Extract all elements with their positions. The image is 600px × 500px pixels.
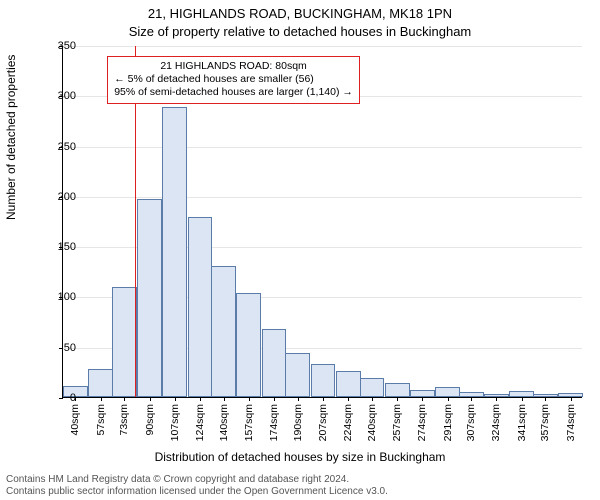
xtick-mark <box>348 397 349 401</box>
y-axis-label: Number of detached properties <box>4 55 18 220</box>
xtick-label: 207sqm <box>317 404 329 441</box>
xtick-mark <box>496 397 497 401</box>
histogram-bar <box>410 390 435 397</box>
xtick-label: 307sqm <box>465 404 477 441</box>
xtick-mark <box>200 397 201 401</box>
histogram-bar <box>311 364 336 397</box>
ytick-label: 100 <box>40 291 76 303</box>
ytick-label: 150 <box>40 241 76 253</box>
histogram-bar <box>188 217 213 397</box>
histogram-bar <box>435 387 460 397</box>
xtick-mark <box>397 397 398 401</box>
xtick-mark <box>298 397 299 401</box>
gridline-h <box>63 147 582 148</box>
annotation-line-1: 21 HIGHLANDS ROAD: 80sqm <box>114 60 353 73</box>
xtick-label: 324sqm <box>490 404 502 441</box>
xtick-mark <box>545 397 546 401</box>
x-axis-label: Distribution of detached houses by size … <box>0 450 600 464</box>
xtick-mark <box>150 397 151 401</box>
histogram-bar <box>162 107 187 397</box>
xtick-label: 274sqm <box>416 404 428 441</box>
ytick-label: 250 <box>40 141 76 153</box>
xtick-label: 291sqm <box>442 404 454 441</box>
ytick-label: 200 <box>40 191 76 203</box>
xtick-label: 124sqm <box>194 404 206 441</box>
xtick-label: 90sqm <box>144 404 156 436</box>
gridline-h <box>63 46 582 47</box>
histogram-bar <box>360 378 385 397</box>
xtick-mark <box>522 397 523 401</box>
xtick-label: 240sqm <box>366 404 378 441</box>
histogram-bar <box>262 329 287 397</box>
histogram-bar <box>385 383 410 397</box>
xtick-mark <box>448 397 449 401</box>
annotation-line-2: ← 5% of detached houses are smaller (56) <box>114 73 353 86</box>
xtick-mark <box>323 397 324 401</box>
annotation-line-3: 95% of semi-detached houses are larger (… <box>114 86 353 99</box>
xtick-mark <box>571 397 572 401</box>
xtick-label: 57sqm <box>95 404 107 436</box>
chart-subtitle: Size of property relative to detached ho… <box>0 24 600 39</box>
xtick-label: 140sqm <box>218 404 230 441</box>
xtick-mark <box>471 397 472 401</box>
xtick-mark <box>249 397 250 401</box>
xtick-label: 357sqm <box>539 404 551 441</box>
ytick-label: 50 <box>40 342 76 354</box>
xtick-mark <box>422 397 423 401</box>
xtick-label: 341sqm <box>516 404 528 441</box>
histogram-bar <box>112 287 137 397</box>
xtick-label: 174sqm <box>268 404 280 441</box>
histogram-bar <box>88 369 113 397</box>
gridline-h <box>63 197 582 198</box>
xtick-mark <box>175 397 176 401</box>
xtick-mark <box>124 397 125 401</box>
xtick-label: 157sqm <box>243 404 255 441</box>
xtick-mark <box>372 397 373 401</box>
xtick-label: 40sqm <box>69 404 81 436</box>
xtick-label: 374sqm <box>565 404 577 441</box>
histogram-bar <box>211 266 236 397</box>
xtick-mark <box>274 397 275 401</box>
histogram-bar <box>285 353 310 397</box>
annotation-box: 21 HIGHLANDS ROAD: 80sqm ← 5% of detache… <box>107 56 360 104</box>
xtick-label: 257sqm <box>391 404 403 441</box>
xtick-label: 224sqm <box>342 404 354 441</box>
histogram-bar <box>336 371 361 397</box>
xtick-mark <box>101 397 102 401</box>
xtick-mark <box>224 397 225 401</box>
xtick-label: 107sqm <box>169 404 181 441</box>
ytick-label: 0 <box>40 392 76 404</box>
histogram-bar <box>137 199 162 397</box>
footer-line-2: Contains public sector information licen… <box>6 486 594 498</box>
plot-area: 40sqm57sqm73sqm90sqm107sqm124sqm140sqm15… <box>62 46 582 398</box>
chart-container: 21, HIGHLANDS ROAD, BUCKINGHAM, MK18 1PN… <box>0 0 600 500</box>
histogram-bar <box>236 293 261 397</box>
ytick-label: 350 <box>40 40 76 52</box>
ytick-label: 300 <box>40 90 76 102</box>
footer-line-1: Contains HM Land Registry data © Crown c… <box>6 474 594 486</box>
address-title: 21, HIGHLANDS ROAD, BUCKINGHAM, MK18 1PN <box>0 6 600 21</box>
xtick-label: 190sqm <box>292 404 304 441</box>
xtick-label: 73sqm <box>118 404 130 436</box>
footer-text: Contains HM Land Registry data © Crown c… <box>6 474 594 498</box>
